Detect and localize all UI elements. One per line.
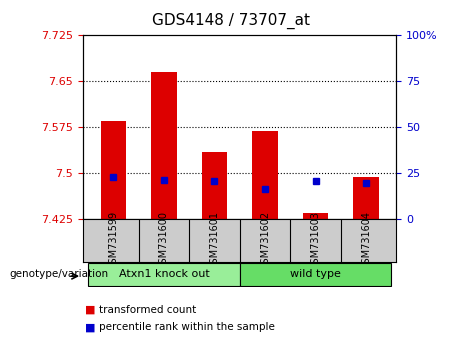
Text: GSM731600: GSM731600 (159, 211, 169, 270)
Text: percentile rank within the sample: percentile rank within the sample (99, 322, 275, 332)
Text: GDS4148 / 73707_at: GDS4148 / 73707_at (152, 12, 309, 29)
Text: GSM731601: GSM731601 (209, 211, 219, 270)
Text: GSM731603: GSM731603 (311, 211, 320, 270)
Text: ■: ■ (85, 322, 96, 332)
Text: transformed count: transformed count (99, 305, 196, 315)
Bar (88, 263, 240, 285)
Bar (100, 121, 126, 219)
Bar (151, 72, 177, 219)
Text: GSM731599: GSM731599 (108, 211, 118, 270)
Text: wild type: wild type (290, 269, 341, 279)
Bar (303, 213, 328, 219)
Text: genotype/variation: genotype/variation (9, 269, 108, 279)
Text: GSM731604: GSM731604 (361, 211, 371, 270)
Bar (354, 177, 379, 219)
Text: GSM731602: GSM731602 (260, 211, 270, 270)
Bar (240, 263, 391, 285)
Text: ■: ■ (85, 305, 96, 315)
Text: Atxn1 knock out: Atxn1 knock out (118, 269, 209, 279)
Bar (252, 131, 278, 219)
Bar (202, 152, 227, 219)
